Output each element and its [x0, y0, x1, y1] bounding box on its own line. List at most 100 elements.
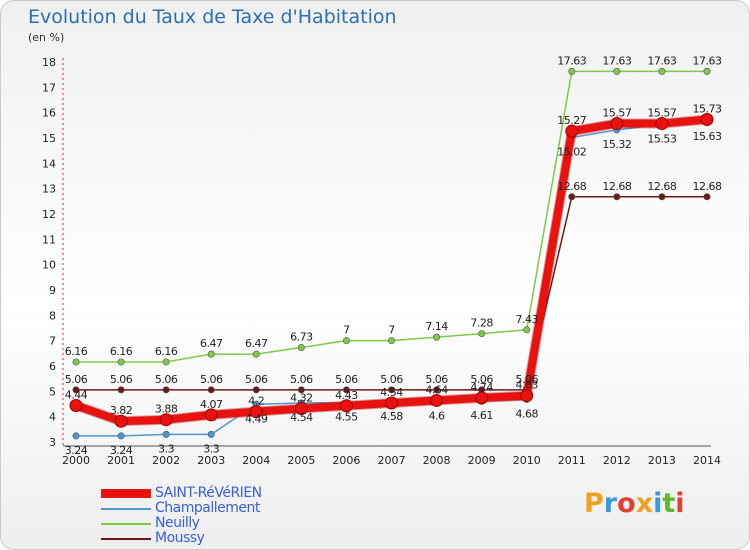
x-tick-label: 2008 — [423, 454, 451, 467]
x-tick-label: 2004 — [242, 454, 270, 467]
data-label: 5.06 — [65, 373, 88, 386]
x-tick-label: 2014 — [693, 454, 721, 467]
legend-swatch-champallement — [101, 508, 151, 510]
data-label: 4.43 — [335, 389, 358, 402]
series-point — [520, 389, 534, 403]
legend-swatch-moussy — [101, 538, 151, 540]
data-label: 7.14 — [425, 320, 448, 333]
data-label: 6.16 — [65, 345, 88, 358]
data-label: 15.73 — [693, 103, 722, 116]
data-label: 6.47 — [245, 337, 268, 350]
x-tick-label: 2011 — [558, 454, 586, 467]
series-point — [387, 337, 395, 345]
data-label: 3.88 — [155, 403, 178, 416]
logo-letter: i — [653, 488, 663, 519]
series-point — [117, 386, 125, 394]
x-tick-label: 2013 — [648, 454, 676, 467]
series-point — [117, 358, 125, 366]
y-tick-label: 6 — [49, 360, 56, 373]
series-point — [207, 350, 215, 358]
data-label: 3.24 — [110, 444, 133, 457]
data-label: 15.32 — [602, 138, 631, 151]
series-point — [159, 413, 173, 427]
series-point — [207, 386, 215, 394]
series-point — [700, 113, 714, 127]
series-point — [207, 430, 215, 438]
series-point — [478, 330, 486, 338]
data-label: 3.3 — [158, 442, 174, 455]
series-point — [297, 386, 305, 394]
data-label: 15.57 — [602, 107, 631, 120]
data-label: 3.82 — [110, 404, 133, 417]
data-label: 5.06 — [200, 373, 223, 386]
y-tick-label: 11 — [42, 233, 56, 246]
y-tick-label: 14 — [42, 157, 56, 170]
data-label: 6.73 — [290, 331, 313, 344]
logo-letter: x — [635, 488, 654, 519]
series-point — [72, 386, 80, 394]
data-label: 7.28 — [470, 317, 493, 330]
data-label: 4.54 — [290, 411, 313, 424]
y-tick-label: 16 — [42, 107, 56, 120]
data-label: 6.47 — [200, 337, 223, 350]
data-label: 5.06 — [155, 373, 178, 386]
logo-letter: r — [603, 488, 618, 519]
series-point — [252, 386, 260, 394]
x-tick-label: 2007 — [378, 454, 406, 467]
series-point — [658, 67, 666, 75]
y-tick-label: 12 — [42, 208, 56, 221]
series-point — [433, 386, 441, 394]
series-point — [475, 391, 489, 405]
data-label: 4.32 — [290, 392, 313, 405]
legend-label-champallement: Champallement — [155, 500, 260, 516]
x-tick-label: 2009 — [468, 454, 496, 467]
legend-swatch-neuilly — [101, 523, 151, 525]
chart-unit-label: (en %) — [28, 31, 65, 44]
data-label: 4.44 — [65, 389, 88, 402]
series-point — [613, 67, 621, 75]
data-label: 4.49 — [245, 412, 268, 425]
data-label: 12.68 — [693, 180, 722, 193]
series-point — [433, 333, 441, 341]
data-label: 4.83 — [515, 379, 538, 392]
y-tick-label: 17 — [42, 81, 56, 94]
series-point — [568, 67, 576, 75]
series-point — [430, 393, 444, 407]
series-point — [523, 326, 531, 334]
series-point — [385, 396, 398, 410]
series-point — [610, 117, 624, 131]
data-label: 7 — [388, 324, 395, 337]
series-point — [342, 337, 350, 345]
legend-label-saint-reverien: SAINT-RéVéRIEN — [155, 485, 262, 501]
logo-letter: i — [675, 488, 685, 519]
series-point — [613, 193, 621, 201]
data-label: 15.53 — [647, 133, 676, 146]
data-label: 15.63 — [693, 130, 722, 143]
series-point — [162, 358, 170, 366]
data-label: 5.06 — [110, 373, 133, 386]
y-tick-label: 4 — [49, 411, 56, 424]
data-label: 4.2 — [248, 395, 264, 408]
series-point — [117, 432, 125, 440]
data-label: 4.64 — [425, 383, 448, 396]
series-point — [565, 124, 579, 138]
data-label: 5.06 — [470, 373, 493, 386]
y-tick-label: 3 — [49, 436, 56, 449]
series-point — [387, 386, 395, 394]
logo-letter: t — [662, 488, 676, 519]
series-point — [339, 399, 353, 413]
series-point — [655, 117, 669, 131]
data-label: 15.02 — [557, 145, 586, 158]
chart-title: Evolution du Taux de Taxe d'Habitation — [28, 6, 397, 28]
data-label: 5.06 — [335, 373, 358, 386]
logo-letter: P — [584, 488, 604, 519]
data-label: 4.54 — [380, 386, 403, 399]
data-label: 15.27 — [557, 114, 586, 127]
x-tick-label: 2010 — [513, 454, 541, 467]
data-label: 3.3 — [203, 442, 219, 455]
y-tick-label: 5 — [49, 385, 56, 398]
data-label: 5.06 — [290, 373, 313, 386]
x-tick-label: 2002 — [152, 454, 180, 467]
legend-label-moussy: Moussy — [155, 530, 205, 546]
